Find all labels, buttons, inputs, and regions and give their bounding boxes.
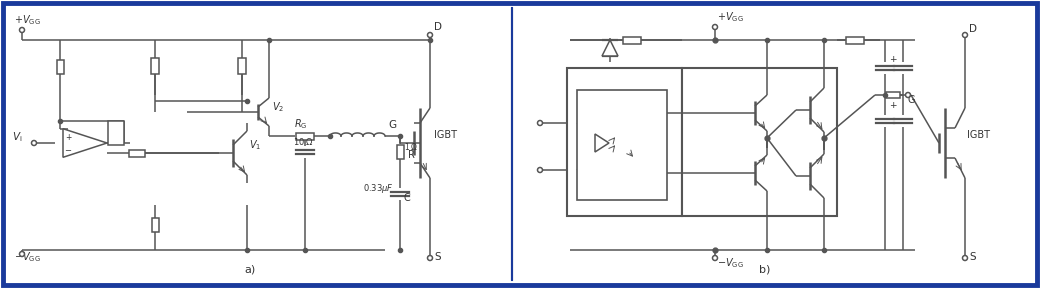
Polygon shape <box>602 40 618 56</box>
Text: $+V_{\rm GG}$: $+V_{\rm GG}$ <box>14 13 41 27</box>
Bar <box>152 218 158 232</box>
Bar <box>238 58 246 74</box>
Text: D: D <box>969 24 977 34</box>
Text: $0.33\mu F$: $0.33\mu F$ <box>363 182 394 195</box>
Bar <box>846 37 864 43</box>
Bar <box>129 149 145 156</box>
Bar <box>577 90 667 200</box>
Text: $10\,\Omega$: $10\,\Omega$ <box>293 136 313 147</box>
Bar <box>56 60 63 74</box>
Bar <box>108 121 124 145</box>
Bar <box>151 58 159 74</box>
Text: $R_{\rm G}$: $R_{\rm G}$ <box>294 117 308 131</box>
Text: R: R <box>408 150 415 160</box>
FancyBboxPatch shape <box>3 3 1037 285</box>
Text: b): b) <box>759 265 771 275</box>
Text: $1\,\Omega$: $1\,\Omega$ <box>404 141 418 152</box>
Polygon shape <box>63 129 107 157</box>
Text: $-V_{\rm GG}$: $-V_{\rm GG}$ <box>717 256 744 270</box>
Text: $-$: $-$ <box>63 145 72 154</box>
Text: D: D <box>434 22 442 32</box>
Text: $V_1$: $V_1$ <box>249 138 261 152</box>
Text: $V_2$: $V_2$ <box>272 100 284 114</box>
Bar <box>296 132 314 139</box>
Text: +: + <box>64 134 71 143</box>
Bar <box>886 92 900 98</box>
Text: $V_{\rm i}$: $V_{\rm i}$ <box>12 130 23 144</box>
Bar <box>682 68 837 216</box>
Polygon shape <box>595 134 609 152</box>
Bar <box>567 68 682 216</box>
Text: $+V_{\rm GG}$: $+V_{\rm GG}$ <box>717 10 744 24</box>
Bar <box>623 37 641 43</box>
Text: +: + <box>889 55 896 64</box>
Bar <box>396 145 404 159</box>
Text: S: S <box>969 252 976 262</box>
Text: G: G <box>388 120 396 130</box>
Text: G: G <box>907 95 914 105</box>
Text: C: C <box>404 193 411 203</box>
Text: $-V_{\rm GG}$: $-V_{\rm GG}$ <box>14 250 41 264</box>
Text: +: + <box>889 101 896 110</box>
Text: a): a) <box>244 265 256 275</box>
Text: IGBT: IGBT <box>967 130 990 140</box>
Text: IGBT: IGBT <box>434 130 457 140</box>
Text: S: S <box>434 252 441 262</box>
